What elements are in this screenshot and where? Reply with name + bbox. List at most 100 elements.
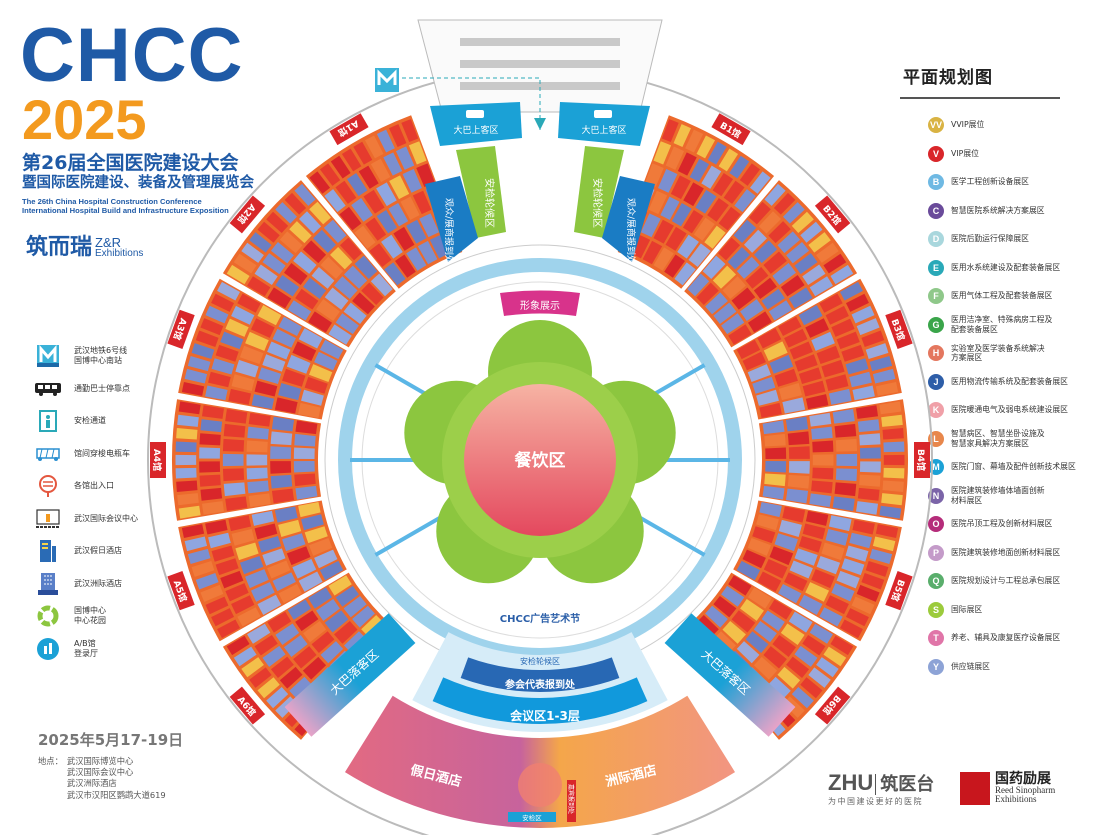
booth xyxy=(808,667,831,688)
booth xyxy=(785,488,809,504)
booth xyxy=(857,419,880,433)
zone-code-badge: C xyxy=(928,202,944,219)
booth xyxy=(764,183,786,206)
event-title-en: The 26th China Hospital Construction Con… xyxy=(22,197,229,215)
booth xyxy=(752,526,776,544)
booth xyxy=(794,645,818,667)
booth xyxy=(819,607,843,627)
hall-A4馆[interactable] xyxy=(171,399,322,521)
booth xyxy=(845,545,869,562)
booth xyxy=(295,485,318,500)
booth xyxy=(748,201,771,225)
zone-label: 医院后勤运行保障展区 xyxy=(951,234,1029,244)
booth xyxy=(774,533,798,552)
booth xyxy=(791,686,814,709)
booth xyxy=(287,300,312,321)
booth xyxy=(851,305,875,324)
bus-pickup-right[interactable]: 大巴上客区 xyxy=(558,102,650,146)
booth xyxy=(879,401,902,415)
booth xyxy=(789,341,813,360)
zone-label: 医院吊顶工程及创新材料展区 xyxy=(951,519,1053,529)
booth xyxy=(211,293,235,312)
legend-item-d: D 医院后勤运行保障展区 xyxy=(928,225,1093,254)
booth xyxy=(712,265,737,289)
booth xyxy=(861,330,885,347)
booth xyxy=(857,487,880,501)
booth xyxy=(309,201,332,225)
booth xyxy=(270,474,293,489)
booth xyxy=(784,572,808,592)
hall-label: B5馆 xyxy=(885,571,913,611)
zhuyitai-logo: ZHU 筑医台 为中国建设更好的医院 xyxy=(828,770,935,806)
booth xyxy=(798,367,822,384)
booth xyxy=(352,605,375,628)
dining-label: 餐饮区 xyxy=(515,450,566,471)
exhibition-halls xyxy=(171,115,909,740)
hall-A6馆[interactable] xyxy=(222,572,396,740)
booth xyxy=(235,542,259,561)
booth xyxy=(761,610,785,632)
booth xyxy=(736,339,761,360)
booth xyxy=(249,667,272,688)
bus-pickup-left[interactable]: 大巴上客区 xyxy=(430,102,522,146)
zone-code-badge: Y xyxy=(928,658,944,675)
booth xyxy=(248,412,271,427)
booth xyxy=(254,634,278,656)
booth xyxy=(653,247,674,271)
booth xyxy=(395,146,415,170)
hall-label: A5馆 xyxy=(167,571,195,611)
booth xyxy=(674,262,696,286)
delegate-registration[interactable] xyxy=(460,657,620,692)
zone-code-badge: V xyxy=(928,145,944,162)
booth xyxy=(739,163,761,186)
booth xyxy=(882,480,904,492)
booth xyxy=(780,275,805,297)
booth xyxy=(187,548,211,565)
booth xyxy=(298,328,323,349)
booth xyxy=(222,468,245,482)
booth xyxy=(823,253,847,274)
event-address: 地点： 武汉国际博览中心 武汉国际会议中心 武汉洲际酒店 武汉市汉阳区鹦鹉大道6… xyxy=(38,756,166,800)
metro-station-icon xyxy=(375,68,399,92)
booth xyxy=(429,234,449,259)
booth xyxy=(301,389,324,406)
hall-A1馆[interactable] xyxy=(305,115,463,289)
booth xyxy=(376,129,395,153)
hall-A3馆[interactable] xyxy=(178,278,347,420)
hall-B1馆[interactable] xyxy=(617,115,775,289)
booth xyxy=(262,645,286,667)
entrance-icon xyxy=(34,474,62,498)
hall-A5馆[interactable] xyxy=(178,500,347,642)
booth xyxy=(293,460,315,473)
booth xyxy=(742,549,766,569)
zone-code-badge: F xyxy=(928,288,944,305)
booth xyxy=(211,545,235,562)
booth xyxy=(768,676,791,699)
legend-title: 平面规划图 xyxy=(903,68,993,88)
hall-A2馆[interactable] xyxy=(222,180,396,348)
booth xyxy=(787,474,810,489)
booth xyxy=(805,510,829,526)
booth xyxy=(696,282,719,306)
legend-item-n: N 医院建筑装修墙体墙面创新 材料展区 xyxy=(928,482,1093,511)
booth xyxy=(835,438,858,452)
conference-area[interactable] xyxy=(432,677,648,725)
hall-B3馆[interactable] xyxy=(733,278,902,420)
hall-B2馆[interactable] xyxy=(684,180,858,348)
hall-B4馆[interactable] xyxy=(758,399,909,521)
booth xyxy=(759,402,782,418)
booth xyxy=(777,231,801,254)
booth xyxy=(825,595,849,615)
hall-B5馆[interactable] xyxy=(733,500,902,642)
security-queue-right: 安检轮候区 xyxy=(574,146,624,238)
seal-icon xyxy=(960,772,990,805)
metro-icon xyxy=(34,344,62,368)
booth xyxy=(353,141,373,165)
booth xyxy=(800,677,823,699)
booth xyxy=(262,253,286,275)
booth xyxy=(809,493,832,508)
booth xyxy=(802,634,826,656)
organizer-logo: 筑而瑞 Z&R Exhibitions xyxy=(26,236,143,259)
legend-item: 武汉地铁6号线 国博中心南站 xyxy=(34,340,184,373)
